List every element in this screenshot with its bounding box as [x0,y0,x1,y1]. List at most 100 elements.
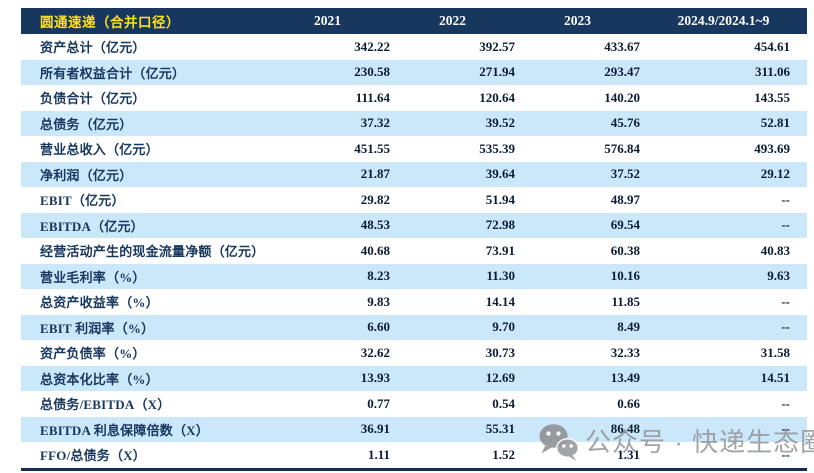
row-value: 60.38 [610,242,640,258]
row-value: -- [640,212,807,238]
row-value: 11.30 [390,263,515,289]
column-header-2024: 2024.9/2024.1~9 [640,8,807,34]
row-value: 9.63 [640,263,807,289]
row-value: 0.54 [492,395,515,411]
table-row: 总资本化比率（%） 13.93 12.69 13.49 14.51 [21,365,807,391]
row-label: 总资产收益率（%） [40,295,159,311]
row-label: 营业总收入（亿元） [40,142,159,158]
row-label: 总债务/EBITDA（X） [40,397,171,413]
row-value: 29.82 [360,191,390,207]
row-value: 230.58 [265,59,390,85]
row-value: 29.12 [640,161,807,187]
row-value: 45.76 [515,110,640,136]
row-value: 1.52 [492,446,515,462]
row-value: 21.87 [265,161,390,187]
table-row: 营业毛利率（%） 8.23 11.30 10.16 9.63 [21,263,807,289]
table-row: 净利润（亿元） 21.87 39.64 37.52 29.12 [21,161,807,187]
row-value: -- [640,314,807,340]
row-label: EBITDA（亿元） [21,212,265,238]
table-row: 经营活动产生的现金流量净额（亿元） 40.68 73.91 60.38 40.83 [21,238,807,264]
row-value: 40.83 [760,242,790,258]
row-value: 6.60 [265,314,390,340]
row-value: 48.97 [610,191,640,207]
table-row: FFO/总债务（X） 1.11 1.52 1.31 -- [21,442,807,469]
row-label: EBITDA 利息保障倍数（X） [21,416,265,442]
table-row: EBIT 利润率（%） 6.60 9.70 8.49 -- [21,314,807,340]
row-value: 48.53 [265,212,390,238]
row-value: 120.64 [479,89,515,105]
row-label: 净利润（亿元） [21,161,265,187]
table-row: 所有者权益合计（亿元） 230.58 271.94 293.47 311.06 [21,59,807,85]
row-value: 30.73 [485,344,515,360]
column-header-2023: 2023 [515,8,640,34]
table-header-row: 圆通速递（合并口径） 2021 2022 2023 2024.9/2024.1~… [21,8,807,34]
table-row: EBITDA（亿元） 48.53 72.98 69.54 -- [21,212,807,238]
row-value: 11.85 [611,293,640,309]
row-value: 37.52 [515,161,640,187]
row-value: 36.91 [265,416,390,442]
row-value: 9.70 [390,314,515,340]
row-value: 72.98 [390,212,515,238]
row-value: -- [640,416,807,442]
row-value: 433.67 [604,38,640,54]
row-value: 39.52 [390,110,515,136]
table-row: 营业总收入（亿元） 451.55 535.39 576.84 493.69 [21,136,807,162]
row-value: -- [781,293,790,309]
row-value: -- [781,191,790,207]
row-label: EBIT 利润率（%） [21,314,265,340]
table-row: EBIT（亿元） 29.82 51.94 48.97 -- [21,187,807,213]
row-value: 37.32 [265,110,390,136]
row-value: 451.55 [354,140,390,156]
row-value: 342.22 [354,38,390,54]
row-value: 32.33 [610,344,640,360]
row-label: 资产负债率（%） [40,346,146,362]
row-value: 1.11 [367,446,390,462]
row-value: -- [781,395,790,411]
row-value: 40.68 [360,242,390,258]
table-row: 总债务（亿元） 37.32 39.52 45.76 52.81 [21,110,807,136]
row-value: 55.31 [390,416,515,442]
table-row: 资产负债率（%） 32.62 30.73 32.33 31.58 [21,340,807,366]
row-value: 69.54 [515,212,640,238]
row-label: 总资本化比率（%） [21,365,265,391]
row-value: 311.06 [640,59,807,85]
row-label: 所有者权益合计（亿元） [21,59,265,85]
row-label: FFO/总债务（X） [40,448,146,464]
column-header-2022: 2022 [390,8,515,34]
row-value: 8.49 [515,314,640,340]
row-value: 143.55 [754,89,790,105]
row-value: 86.48 [515,416,640,442]
row-value: 31.58 [760,344,790,360]
row-value: 12.69 [390,365,515,391]
row-value: 140.20 [604,89,640,105]
row-value: 0.66 [617,395,640,411]
row-value: 10.16 [515,263,640,289]
table-row: 资产总计（亿元） 342.22 392.57 433.67 454.61 [21,34,807,60]
row-value: 52.81 [640,110,807,136]
row-label: 营业毛利率（%） [21,263,265,289]
row-value: 13.93 [265,365,390,391]
table-row: EBITDA 利息保障倍数（X） 36.91 55.31 86.48 -- [21,416,807,442]
row-value: 14.51 [640,365,807,391]
row-label: EBIT（亿元） [40,193,125,209]
table-title: 圆通速递（合并口径） [21,8,265,34]
row-value: 535.39 [479,140,515,156]
row-value: 14.14 [485,293,515,309]
row-value: 51.94 [485,191,515,207]
row-value: 493.69 [754,140,790,156]
row-value: 111.64 [355,89,390,105]
row-value: 32.62 [360,344,390,360]
row-value: 271.94 [390,59,515,85]
column-header-2021: 2021 [265,8,390,34]
row-label: 总债务（亿元） [21,110,265,136]
row-value: 454.61 [754,38,790,54]
row-value: 39.64 [390,161,515,187]
row-value: 13.49 [515,365,640,391]
row-value: 0.77 [367,395,390,411]
row-value: 9.83 [367,293,390,309]
table-row: 总资产收益率（%） 9.83 14.14 11.85 -- [21,289,807,315]
financial-table: 圆通速递（合并口径） 2021 2022 2023 2024.9/2024.1~… [21,8,807,471]
table-row: 总债务/EBITDA（X） 0.77 0.54 0.66 -- [21,391,807,417]
row-value: 73.91 [485,242,515,258]
